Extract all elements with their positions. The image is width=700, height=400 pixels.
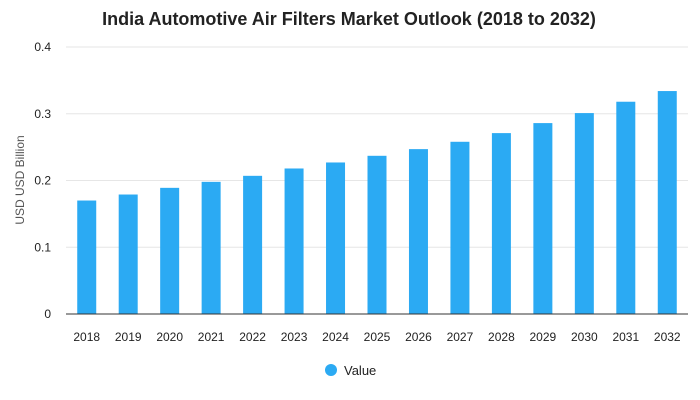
y-tick-label: 0.4 [34,40,51,54]
bar-2025[interactable] [367,155,387,314]
x-tick-label: 2026 [405,330,432,344]
bar-2032[interactable] [657,91,677,315]
x-tick-label: 2019 [115,330,142,344]
x-axis-ticks: 2018 2019 2020 2021 2022 2023 2024 2025 2026 2027… [73,330,681,344]
bar-2024[interactable] [326,162,346,314]
legend-swatch-icon [325,364,337,376]
x-tick-label: 2031 [612,330,639,344]
bar-2021[interactable] [201,181,221,314]
x-tick-label: 2022 [239,330,266,344]
x-tick-label: 2029 [530,330,557,344]
x-tick-label: 2030 [571,330,598,344]
x-tick-label: 2020 [156,330,183,344]
y-tick-label: 0.2 [34,174,51,188]
bar-2023[interactable] [284,168,304,314]
x-tick-label: 2025 [364,330,391,344]
y-tick-label: 0.1 [34,240,51,254]
x-tick-label: 2027 [447,330,474,344]
x-tick-label: 2024 [322,330,349,344]
bar-2018[interactable] [77,200,97,314]
x-tick-label: 2018 [73,330,100,344]
y-axis-ticks: 0 0.1 0.2 0.3 0.4 [34,40,51,321]
x-tick-label: 2021 [198,330,225,344]
x-tick-label: 2023 [281,330,308,344]
x-tick-label: 2028 [488,330,515,344]
bar-2029[interactable] [533,123,553,314]
bar-2020[interactable] [160,187,180,314]
bars [77,91,677,315]
y-tick-label: 0.3 [34,107,51,121]
bar-2019[interactable] [118,194,138,314]
bar-2028[interactable] [491,133,511,314]
chart-title: India Automotive Air Filters Market Outl… [102,9,596,29]
bar-2026[interactable] [408,149,428,314]
bar-2030[interactable] [574,113,594,315]
y-axis-label: USD USD Billion [13,135,27,224]
x-tick-label: 2032 [654,330,681,344]
bar-2027[interactable] [450,141,470,314]
y-tick-label: 0 [44,307,51,321]
legend-label: Value [344,363,376,378]
legend[interactable]: Value [325,363,376,378]
bar-2031[interactable] [616,101,636,314]
bar-2022[interactable] [243,175,263,314]
